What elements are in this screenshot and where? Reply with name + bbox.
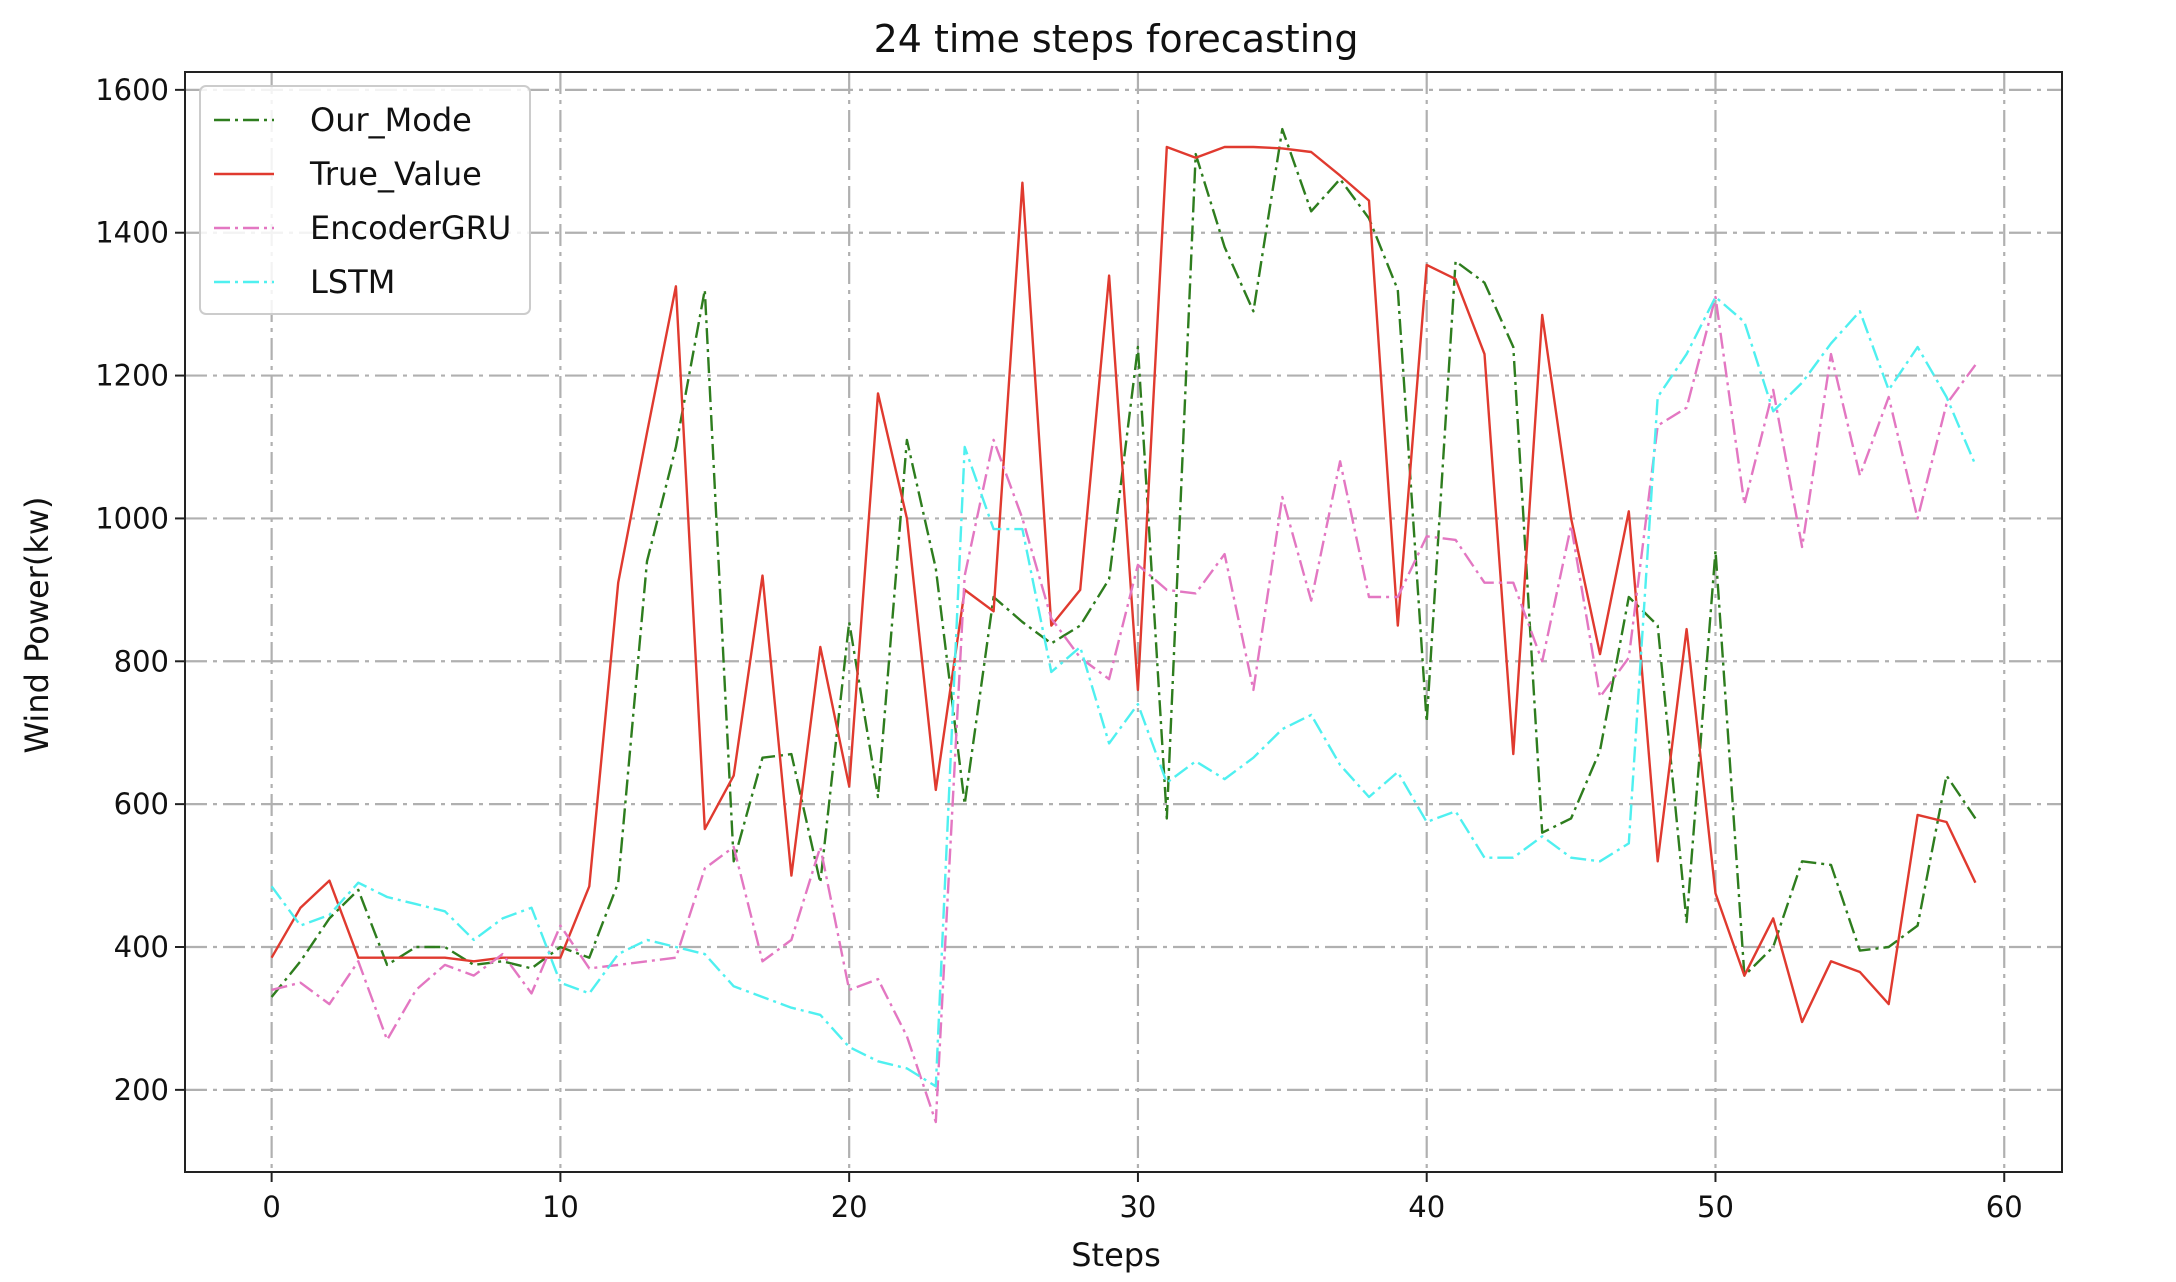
- plot-frame: [184, 71, 2063, 1173]
- y-tick-label: 400: [114, 930, 169, 964]
- legend-label: Our_Mode: [310, 101, 472, 139]
- series-line-encodergru: [271, 295, 1977, 1124]
- x-tick-label: 60: [1986, 1190, 2023, 1224]
- y-tick-label: 600: [114, 787, 169, 821]
- legend-box: [199, 85, 531, 315]
- y-tick-label: 1600: [95, 73, 169, 107]
- legend-label: True_Value: [309, 155, 482, 193]
- x-tick-label: 0: [262, 1190, 280, 1224]
- y-tick-label: 1400: [95, 216, 169, 250]
- y-tick-label: 800: [114, 644, 169, 678]
- x-tick-label: 50: [1697, 1190, 1734, 1224]
- series-line-our-mode: [270, 127, 1977, 998]
- chart-title: 24 time steps forecasting: [874, 17, 1359, 61]
- x-tick-label: 10: [542, 1190, 579, 1224]
- y-axis-label: Wind Power(kw): [18, 496, 56, 753]
- series-line-true-value: [270, 145, 1977, 1024]
- y-tick-label: 1200: [95, 359, 169, 393]
- x-tick-label: 40: [1408, 1190, 1445, 1224]
- legend-label: EncoderGRU: [310, 209, 511, 247]
- series-line-lstm: [270, 295, 1977, 1088]
- legend-label: LSTM: [310, 263, 395, 301]
- y-tick-label: 200: [114, 1073, 169, 1107]
- x-axis-label: Steps: [1071, 1236, 1161, 1274]
- axis-ticks: 0 10 20 30 40 50 60 200 400 600 800 1000 1200 1400 160…: [95, 73, 2023, 1224]
- legend: Our_Mode True_Value EncoderGRU LSTM: [199, 85, 531, 315]
- series-lines: [270, 127, 1977, 1124]
- y-tick-label: 1000: [95, 501, 169, 535]
- x-tick-label: 20: [831, 1190, 868, 1224]
- x-tick-label: 30: [1119, 1190, 1156, 1224]
